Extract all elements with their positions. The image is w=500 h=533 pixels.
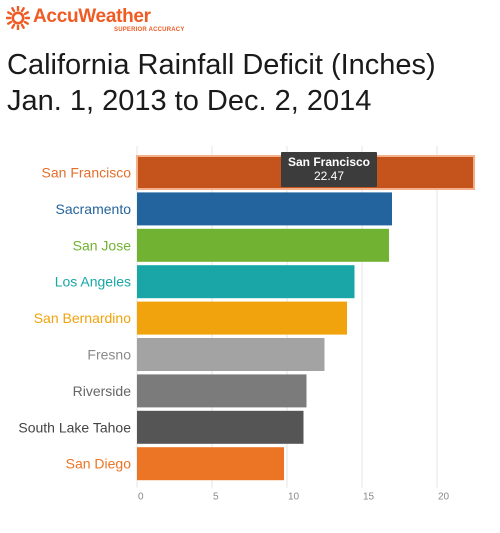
brand-tagline: SUPERIOR ACCURACY bbox=[114, 27, 185, 33]
bar-chart: 0 5 10 15 20 San Francisco Sacramento San Jose L… bbox=[18, 146, 476, 503]
bar[interactable] bbox=[137, 447, 284, 481]
bar[interactable] bbox=[137, 192, 392, 226]
tooltip-name: San Francisco bbox=[288, 155, 370, 169]
tooltip-box bbox=[281, 152, 377, 187]
x-tick-label: 10 bbox=[288, 492, 300, 503]
sun-ray bbox=[11, 23, 16, 29]
x-tick-label: 15 bbox=[363, 492, 375, 503]
bar[interactable] bbox=[137, 410, 304, 444]
brand-name: AccuWeather bbox=[33, 6, 151, 27]
chart-title-line2: Jan. 1, 2013 to Dec. 2, 2014 bbox=[7, 85, 372, 117]
category-label: San Francisco bbox=[42, 165, 132, 181]
chart-title-line1: California Rainfall Deficit (Inches) bbox=[7, 49, 436, 81]
category-label: Sacramento bbox=[56, 201, 132, 217]
x-tick-label: 0 bbox=[138, 492, 144, 503]
category-label: San Diego bbox=[66, 456, 132, 472]
category-label: South Lake Tahoe bbox=[18, 419, 131, 435]
sun-ray bbox=[20, 7, 25, 13]
sun-ray bbox=[7, 11, 13, 16]
category-label: Riverside bbox=[73, 383, 132, 399]
sun-ray bbox=[23, 11, 29, 16]
sun-ray bbox=[7, 20, 13, 25]
category-label: Los Angeles bbox=[55, 274, 131, 290]
tooltip-value: 22.47 bbox=[314, 169, 344, 183]
category-label: San Bernardino bbox=[34, 310, 132, 326]
sun-ray bbox=[23, 20, 29, 25]
bar[interactable] bbox=[137, 228, 389, 262]
bar[interactable] bbox=[137, 374, 307, 408]
category-label: San Jose bbox=[73, 237, 132, 253]
bar[interactable] bbox=[137, 265, 355, 299]
chart-title: California Rainfall Deficit (Inches) Jan… bbox=[7, 47, 436, 119]
bar[interactable] bbox=[137, 301, 347, 335]
sun-ray bbox=[20, 23, 25, 29]
x-tick-label: 5 bbox=[213, 492, 219, 503]
x-tick-label: 20 bbox=[438, 492, 450, 503]
category-label: Fresno bbox=[87, 347, 131, 363]
sun-ray bbox=[11, 7, 16, 13]
sun-icon bbox=[6, 6, 30, 30]
bar[interactable] bbox=[137, 338, 325, 371]
